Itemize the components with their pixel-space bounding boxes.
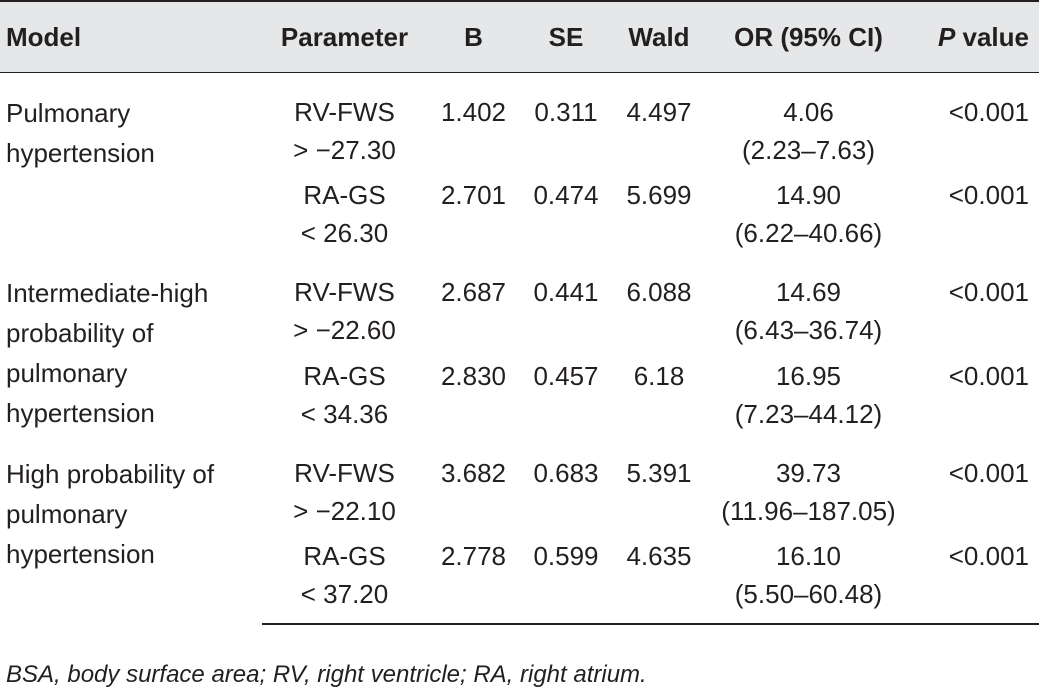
parameter-cell: RA-GS < 26.30 — [262, 170, 427, 253]
or-value: 16.95 — [775, 360, 842, 391]
model-cell: Intermediate-high probability of pulmona… — [0, 253, 262, 434]
header-parameter: Parameter — [262, 0, 427, 73]
header-model: Model — [0, 0, 262, 73]
b-cell: 2.687 — [440, 277, 507, 307]
p-value-cell: <0.001 — [948, 360, 1029, 391]
or-cell: 4.06 (2.23–7.63) — [706, 73, 911, 171]
ci-value: (2.23–7.63) — [742, 135, 875, 165]
parameter-name: RV-FWS — [294, 277, 395, 307]
header-or-ci: OR (95% CI) — [706, 0, 911, 73]
b-cell: 2.830 — [440, 360, 507, 391]
model-line: hypertension — [6, 539, 155, 569]
logistic-regression-table: Model Parameter B SE Wald OR (95% CI) P … — [0, 0, 1039, 625]
p-value-cell: <0.001 — [948, 458, 1029, 488]
header-wald: Wald — [612, 0, 706, 73]
parameter-name: RA-GS — [303, 360, 386, 391]
model-line: pulmonary — [6, 499, 128, 529]
results-table-container: Model Parameter B SE Wald OR (95% CI) P … — [0, 0, 1039, 625]
or-value: 4.06 — [783, 97, 834, 127]
or-value: 39.73 — [775, 458, 842, 488]
or-cell: 14.69 (6.43–36.74) — [706, 253, 911, 351]
model-cell: Pulmonary hypertension — [0, 73, 262, 254]
table-header: Model Parameter B SE Wald OR (95% CI) P … — [0, 0, 1039, 73]
se-cell: 0.311 — [534, 97, 598, 127]
or-cell: 39.73 (11.96–187.05) — [706, 434, 911, 531]
se-cell: 0.474 — [533, 180, 599, 210]
parameter-name: RV-FWS — [294, 97, 395, 127]
parameter-threshold: < 34.36 — [300, 398, 389, 429]
b-cell: 1.402 — [440, 97, 507, 127]
model-line: probability of — [6, 318, 154, 348]
header-p-italic: P — [937, 22, 956, 52]
header-row: Model Parameter B SE Wald OR (95% CI) P … — [0, 0, 1039, 73]
header-p-rest: value — [955, 22, 1030, 52]
parameter-name: RA-GS — [303, 180, 386, 210]
wald-cell: 6.18 — [633, 360, 685, 391]
b-cell: 3.682 — [440, 458, 507, 488]
p-value-cell: <0.001 — [948, 277, 1029, 307]
table-body: Pulmonary hypertension RV-FWS > −27.30 1… — [0, 73, 1039, 625]
b-cell: 2.701 — [440, 180, 507, 210]
wald-cell: 5.699 — [626, 180, 692, 210]
parameter-threshold: < 26.30 — [300, 218, 389, 248]
se-cell: 0.683 — [533, 458, 599, 488]
ci-value: (6.22–40.66) — [734, 218, 883, 248]
model-line: hypertension — [6, 138, 155, 168]
model-line: pulmonary — [6, 358, 128, 388]
or-cell: 14.90 (6.22–40.66) — [706, 170, 911, 253]
or-cell: 16.95 (7.23–44.12) — [706, 351, 911, 434]
wald-cell: 4.497 — [626, 97, 692, 127]
table-row: Pulmonary hypertension RV-FWS > −27.30 1… — [0, 73, 1039, 171]
parameter-threshold: > −22.60 — [293, 315, 396, 345]
parameter-cell: RV-FWS > −22.60 — [262, 253, 427, 351]
wald-cell: 4.635 — [612, 531, 706, 625]
b-cell: 2.778 — [427, 531, 520, 625]
parameter-name: RA-GS — [303, 541, 386, 571]
parameter-name: RV-FWS — [294, 458, 395, 488]
ci-value: (7.23–44.12) — [734, 398, 883, 429]
parameter-cell: RA-GS < 37.20 — [262, 531, 427, 625]
table-row: High probability of pulmonary hypertensi… — [0, 434, 1039, 569]
parameter-threshold: > −27.30 — [293, 135, 396, 165]
model-cell: High probability of pulmonary hypertensi… — [0, 434, 262, 624]
table-row: RA-GS < 26.30 2.701 0.474 5.699 14.90 (6… — [0, 170, 1039, 253]
table-footnote: BSA, body surface area; RV, right ventri… — [6, 661, 647, 688]
header-se: SE — [520, 0, 612, 73]
or-cell: 16.10 (5.50–60.48) — [706, 531, 911, 625]
model-line: High probability of — [6, 459, 215, 489]
or-value: 14.69 — [775, 277, 842, 307]
p-value-cell: <0.001 — [948, 180, 1029, 210]
model-line: Intermediate-high — [6, 278, 209, 308]
ci-value: (6.43–36.74) — [734, 315, 883, 345]
table-row: RA-GS < 34.36 2.830 0.457 6.18 16.95 (7.… — [0, 351, 1039, 434]
model-line: Pulmonary — [6, 98, 131, 128]
or-value: 14.90 — [775, 180, 842, 210]
parameter-cell: RV-FWS > −22.10 — [262, 434, 427, 531]
table-row: RA-GS < 37.20 2.778 0.599 4.635 16.10 (5… — [0, 531, 1039, 625]
se-cell: 0.441 — [533, 277, 599, 307]
wald-cell: 6.088 — [626, 277, 692, 307]
or-value: 16.10 — [775, 541, 842, 571]
se-cell: 0.457 — [533, 360, 599, 391]
se-cell: 0.599 — [520, 531, 612, 625]
header-p-value: P value — [911, 0, 1039, 73]
wald-cell: 5.391 — [626, 458, 692, 488]
ci-value: (11.96–187.05) — [721, 496, 896, 526]
parameter-threshold: > −22.10 — [293, 496, 396, 526]
p-value-cell: <0.001 — [948, 97, 1029, 127]
p-value-cell: <0.001 — [911, 531, 1039, 625]
model-line: hypertension — [6, 398, 155, 428]
parameter-cell: RV-FWS > −27.30 — [262, 73, 427, 171]
parameter-cell: RA-GS < 34.36 — [262, 351, 427, 434]
ci-value: (5.50–60.48) — [734, 579, 883, 609]
table-row: Intermediate-high probability of pulmona… — [0, 253, 1039, 428]
parameter-threshold: < 37.20 — [300, 579, 389, 609]
header-b: B — [427, 0, 520, 73]
